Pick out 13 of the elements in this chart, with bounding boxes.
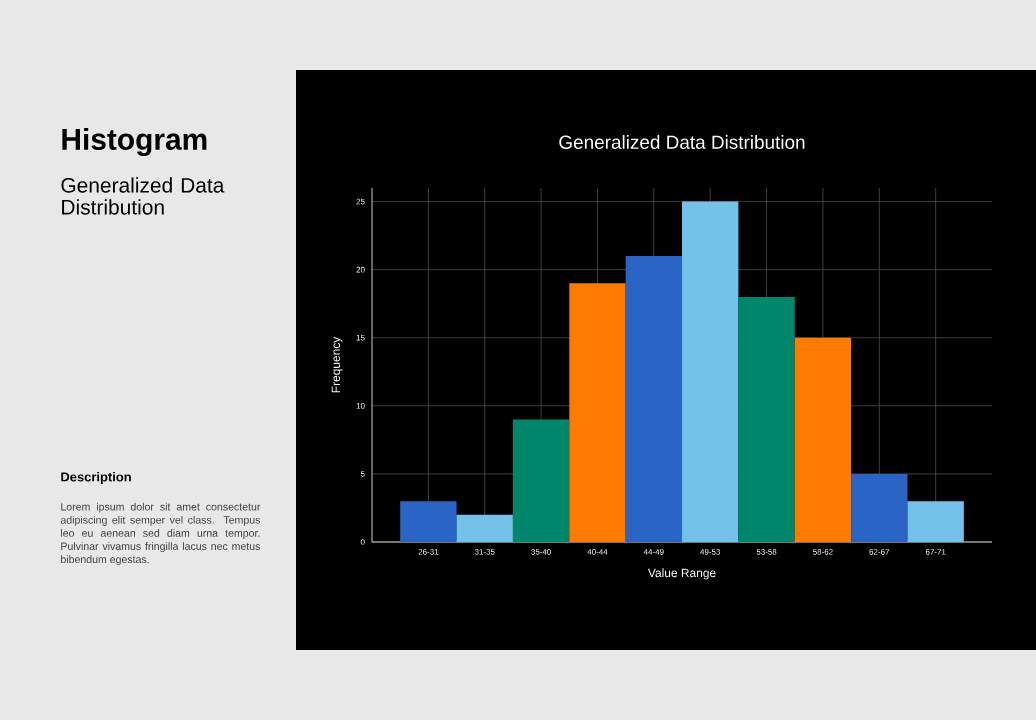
bar xyxy=(794,337,852,542)
bar xyxy=(569,283,626,542)
bar xyxy=(512,419,570,542)
text: Histogram xyxy=(62,128,207,157)
chart-title: Generalized Data Distribution xyxy=(559,135,805,149)
bar xyxy=(400,501,457,542)
bar xyxy=(851,473,908,542)
bar xyxy=(456,514,513,542)
bar xyxy=(682,201,739,542)
text: Generalized Data Distribution xyxy=(61,177,225,215)
bar xyxy=(738,296,795,542)
bar xyxy=(907,501,964,542)
bar xyxy=(625,256,683,542)
